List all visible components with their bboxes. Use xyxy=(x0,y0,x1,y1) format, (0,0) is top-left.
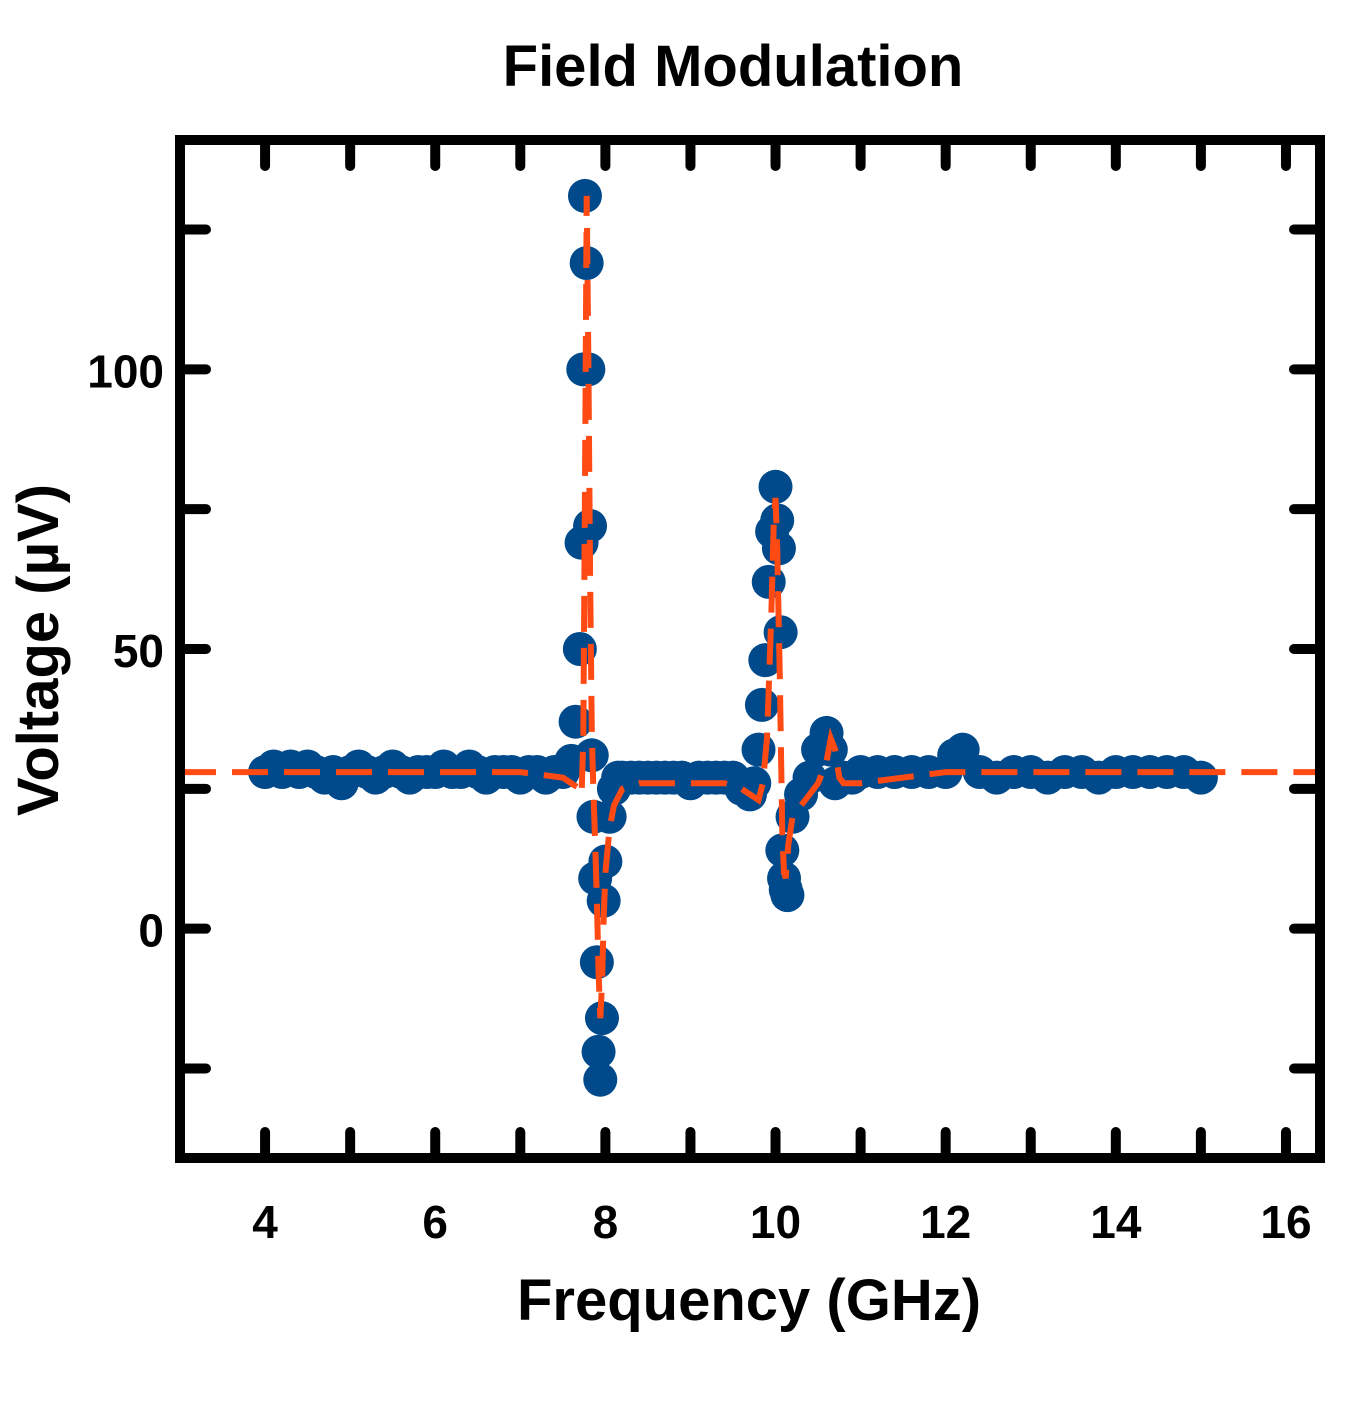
data-point xyxy=(1183,760,1218,795)
y-axis-label: Voltage (µV) xyxy=(6,484,71,816)
plot-frame xyxy=(175,135,1325,1163)
x-tick-label: 6 xyxy=(422,1196,448,1248)
data-point xyxy=(748,643,783,678)
x-tick-label: 8 xyxy=(593,1196,619,1248)
y-tick-label: 100 xyxy=(87,345,164,397)
x-tick-labels: 4 6 8 10 12 14 16 xyxy=(252,1196,1311,1248)
fit-line xyxy=(180,195,1320,1019)
fit-line-path xyxy=(180,195,1320,1019)
x-tick-label: 10 xyxy=(750,1196,801,1248)
x-tick-label: 12 xyxy=(920,1196,971,1248)
data-point xyxy=(770,878,805,913)
x-tick-label: 4 xyxy=(252,1196,278,1248)
y-tick-labels: 0 50 100 xyxy=(87,345,164,956)
data-points xyxy=(248,178,1218,1097)
data-point xyxy=(758,469,793,504)
data-point xyxy=(573,508,608,543)
data-point xyxy=(581,1034,616,1069)
y-tick-label: 0 xyxy=(138,905,164,957)
y-tick-label: 50 xyxy=(113,625,164,677)
x-axis-label: Frequency (GHz) xyxy=(517,1268,981,1333)
x-tick-label: 14 xyxy=(1090,1196,1142,1248)
chart-title: Field Modulation xyxy=(503,34,964,99)
plot-area xyxy=(180,178,1320,1097)
x-tick-label: 16 xyxy=(1260,1196,1311,1248)
data-point xyxy=(741,732,776,767)
data-point xyxy=(583,1062,618,1097)
data-point xyxy=(558,704,593,739)
data-point xyxy=(744,687,779,722)
